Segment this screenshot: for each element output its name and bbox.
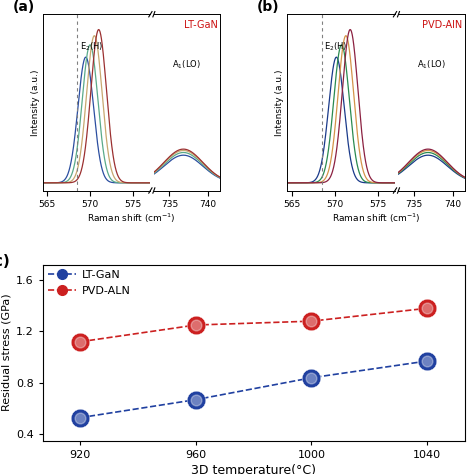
Point <box>308 318 315 325</box>
Point <box>192 396 200 403</box>
Point <box>423 357 431 365</box>
Point <box>76 414 84 421</box>
Point <box>308 374 315 382</box>
Point <box>423 304 431 312</box>
Legend: A1 (920°C), A2 (960°C), A3 (1000°C), A4 (1040°C): A1 (920°C), A2 (960°C), A3 (1000°C), A4 … <box>303 23 363 60</box>
Y-axis label: Intensity (a.u.): Intensity (a.u.) <box>275 69 284 136</box>
Text: Raman shift (cm$^{-1}$): Raman shift (cm$^{-1}$) <box>87 212 175 225</box>
Point <box>423 304 431 312</box>
Point <box>192 321 200 329</box>
Text: E$_2$(H): E$_2$(H) <box>324 41 348 53</box>
Point <box>76 338 84 346</box>
Point <box>76 338 84 346</box>
Text: E$_2$(H): E$_2$(H) <box>80 41 103 53</box>
Point <box>192 321 200 329</box>
Y-axis label: Residual stress (GPa): Residual stress (GPa) <box>2 294 12 411</box>
Point <box>192 396 200 403</box>
Y-axis label: Intensity (a.u.): Intensity (a.u.) <box>31 69 40 136</box>
Text: PVD-AlN: PVD-AlN <box>422 19 463 29</box>
X-axis label: 3D temperature(°C): 3D temperature(°C) <box>191 464 316 474</box>
Text: A$_1$(LO): A$_1$(LO) <box>173 58 201 71</box>
Text: LT-GaN: LT-GaN <box>184 19 218 29</box>
Legend: LT-GaN, PVD-ALN: LT-GaN, PVD-ALN <box>48 270 130 296</box>
Text: (a): (a) <box>12 0 35 14</box>
Point <box>308 318 315 325</box>
Point <box>308 374 315 382</box>
Text: A$_1$(LO): A$_1$(LO) <box>417 58 446 71</box>
Point <box>76 414 84 421</box>
Text: Raman shift (cm$^{-1}$): Raman shift (cm$^{-1}$) <box>332 212 420 225</box>
Point <box>423 357 431 365</box>
Text: (c): (c) <box>0 254 10 269</box>
Text: (b): (b) <box>257 0 280 14</box>
